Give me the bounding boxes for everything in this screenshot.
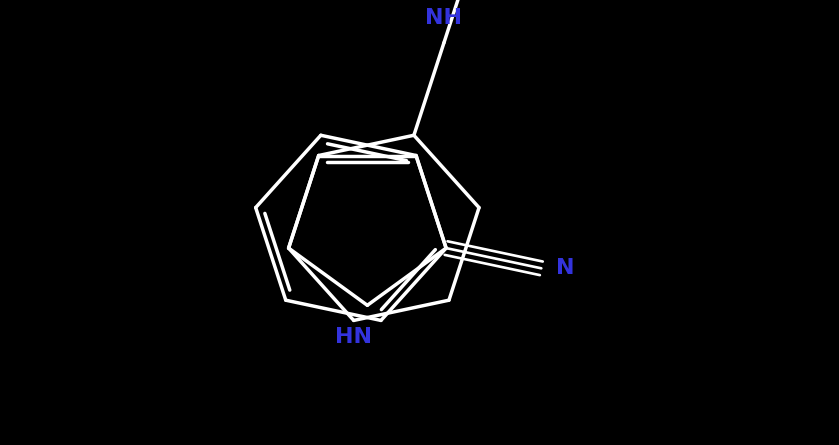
Text: N: N <box>556 259 575 278</box>
Text: NH: NH <box>425 8 462 28</box>
Text: HN: HN <box>335 327 372 347</box>
